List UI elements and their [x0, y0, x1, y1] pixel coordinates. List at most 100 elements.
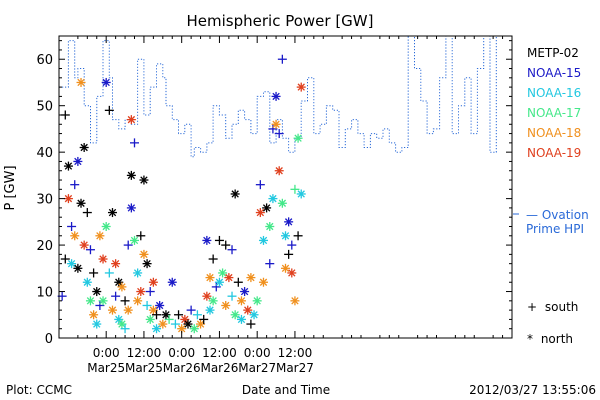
y-tick-label-30: 30 [36, 193, 53, 208]
north-point-119 [281, 263, 290, 273]
north-point-14 [79, 143, 89, 153]
south-point-94 [233, 277, 243, 287]
legend-item-noaa-17: NOAA-17 [527, 106, 581, 120]
north-point-61 [152, 324, 162, 334]
north-point-96 [236, 314, 246, 324]
plot-frame [58, 35, 513, 339]
north-point-28 [101, 221, 111, 231]
north-point-32 [107, 305, 117, 315]
y-tick-label-40: 40 [36, 146, 53, 161]
north-point-18 [85, 296, 95, 306]
north-point-48 [133, 268, 143, 278]
legend-item-noaa-15: NOAA-15 [527, 66, 581, 80]
x-axis-label: Date and Time [242, 383, 330, 397]
north-point-3 [63, 194, 73, 204]
north-point-126 [293, 133, 303, 143]
south-point-72 [186, 305, 196, 315]
north-point-16 [82, 277, 92, 287]
north-point-73 [189, 324, 199, 334]
south-point-50 [136, 231, 146, 241]
x-tick-time-5: 12:00 [278, 346, 313, 360]
north-point-105 [258, 277, 268, 287]
north-point-26 [98, 254, 108, 264]
legend-item-noaa-16: NOAA-16 [527, 86, 581, 100]
north-point-23 [95, 231, 105, 241]
north-point-93 [230, 310, 240, 320]
symbol-key: + south * north [527, 300, 578, 346]
y-tick-label-0: 0 [45, 332, 53, 347]
north-point-36 [114, 314, 124, 324]
north-point-21 [92, 287, 102, 297]
south-point-60 [152, 310, 162, 320]
north-point-45 [126, 203, 136, 213]
north-point-78 [202, 291, 212, 301]
south-point-125 [290, 184, 300, 194]
x-tick-date-1: Mar25 [125, 361, 163, 375]
north-point-13 [79, 240, 89, 250]
north-point-8 [70, 231, 80, 241]
x-tick-date-2: Mar26 [163, 361, 201, 375]
chart-title: Hemispheric Power [GW] [187, 12, 374, 30]
north-point-99 [246, 273, 256, 283]
south-point-103 [255, 180, 265, 190]
south-point-116 [277, 54, 287, 64]
south-point-29 [104, 105, 114, 115]
south-point-68 [174, 310, 184, 320]
south-point-39 [120, 296, 130, 306]
north-point-129 [296, 189, 306, 199]
south-point-5 [67, 221, 77, 231]
x-tick-time-0: 0:00 [93, 346, 120, 360]
north-point-43 [126, 170, 136, 180]
south-point-84 [214, 235, 224, 245]
north-point-25 [98, 296, 108, 306]
north-point-106 [258, 235, 268, 245]
north-point-47 [130, 235, 139, 245]
south-point-46 [130, 138, 139, 148]
y-tick-label-20: 20 [36, 239, 53, 254]
ovation-legend: — Ovation Prime HPI [513, 208, 589, 236]
south-point-17 [85, 245, 95, 255]
y-tick-label-50: 50 [36, 100, 53, 115]
south-point-109 [265, 259, 275, 269]
south-point-90 [227, 245, 237, 255]
south-label: south [545, 300, 579, 314]
x-tick-time-1: 12:00 [127, 346, 162, 360]
north-point-97 [240, 287, 250, 297]
south-point-19 [89, 268, 99, 278]
north-point-121 [284, 217, 294, 227]
north-point-108 [265, 221, 275, 231]
north-point-11 [76, 198, 86, 208]
north-point-53 [139, 175, 149, 185]
north-point-71 [183, 319, 193, 329]
south-point-56 [145, 287, 155, 297]
north-point-112 [271, 91, 281, 101]
north-point-88 [221, 300, 231, 310]
north-label: north [541, 332, 573, 346]
x-tick-date-3: Mar26 [200, 361, 238, 375]
north-point-77 [202, 235, 212, 245]
south-point-83 [211, 282, 221, 292]
south-point-100 [246, 319, 256, 329]
x-tick-date-5: Mar27 [276, 361, 314, 375]
south-point-1 [60, 254, 70, 264]
north-point-92 [230, 189, 240, 199]
south-point-122 [287, 240, 297, 250]
north-point-38 [117, 319, 127, 329]
north-point-82 [208, 296, 218, 306]
north-point-79 [205, 273, 215, 283]
north-point-95 [236, 296, 246, 306]
south-point-41 [123, 240, 133, 250]
north-point-9 [73, 156, 83, 166]
south-point-127 [293, 231, 303, 241]
north-point-75 [196, 319, 206, 329]
x-tick-date-4: Mar27 [238, 361, 276, 375]
legend: METP-02 NOAA-15 NOAA-16 NOAA-17 NOAA-18 NOAA-… [527, 46, 581, 160]
y-axis-ticks: 0 10 20 30 40 50 60 [36, 40, 512, 347]
north-point-128 [296, 82, 306, 92]
north-point-104 [255, 208, 265, 218]
north-point-37 [117, 282, 127, 292]
symbol-key-south: + south [527, 300, 578, 314]
north-point-85 [214, 277, 224, 287]
north-point-63 [158, 319, 168, 329]
south-point-40 [120, 324, 130, 334]
